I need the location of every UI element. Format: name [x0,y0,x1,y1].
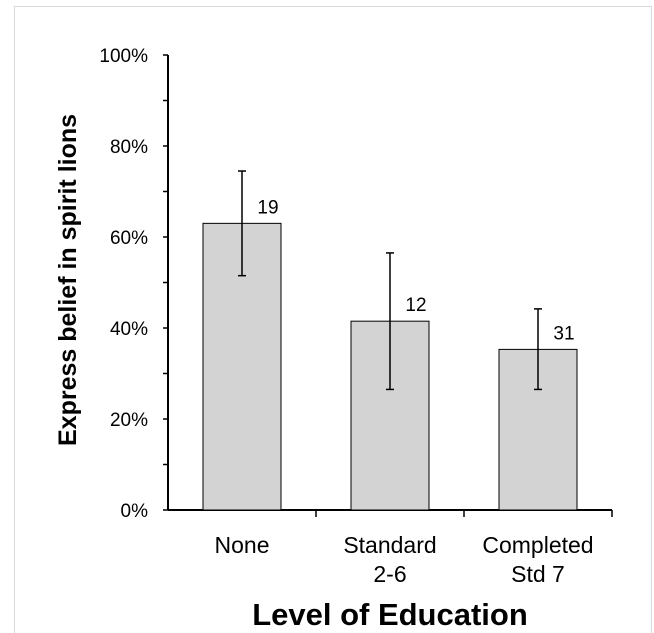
x-category-label: None [215,532,270,558]
data-label: 19 [257,197,278,218]
chart-frame [14,6,652,633]
data-label: 31 [553,323,574,344]
y-tick-label: 60% [110,228,148,249]
y-axis-title: Express belief in spirit lions [54,114,82,446]
y-tick-label: 100% [99,46,148,67]
data-labels: 19 12 31 [257,197,574,344]
y-tick-label: 20% [110,410,148,431]
x-category-label: Std 7 [511,561,565,587]
data-label: 12 [405,295,426,316]
x-axis-title: Level of Education [252,597,528,632]
x-category-label: Standard [343,532,436,558]
y-tick-label: 0% [121,501,149,522]
x-category-label: Completed [482,532,593,558]
error-bars [238,170,542,391]
x-category-label: 2-6 [373,561,406,587]
y-tick-label: 40% [110,319,148,340]
y-tick-label: 80% [110,137,148,158]
y-axis: 0% 20% 40% 60% 80% 100% [99,46,169,522]
x-axis: None Standard 2-6 Completed Std 7 [168,509,613,587]
